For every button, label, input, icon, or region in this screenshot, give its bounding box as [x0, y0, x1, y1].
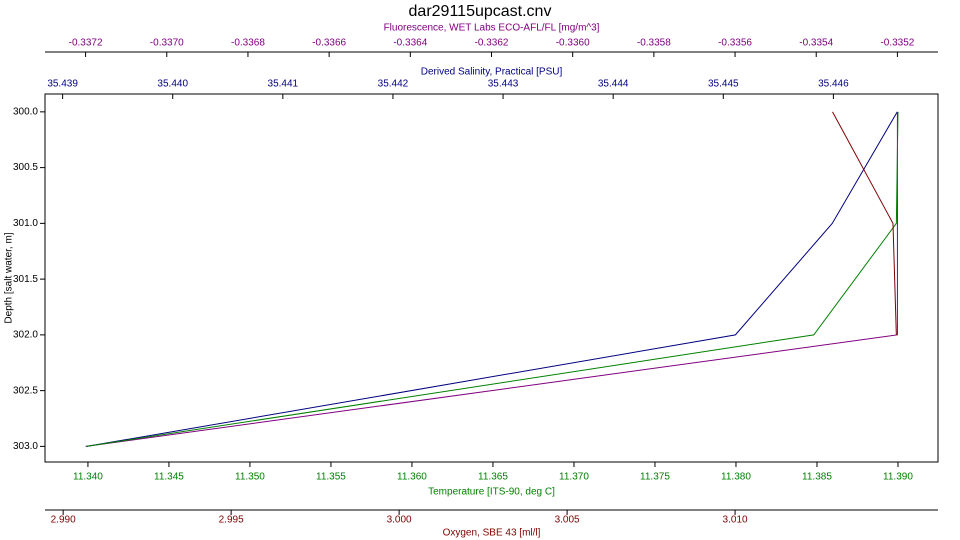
- plot-frame: [44, 93, 939, 463]
- series-line: [85, 111, 898, 447]
- y-tick-label: 302.0: [13, 330, 38, 341]
- x-tick-label: 2.995: [219, 515, 244, 526]
- x-tick-label: -0.3356: [718, 38, 752, 49]
- x-tick-label: -0.3352: [880, 38, 914, 49]
- x-tick-label: 2.990: [51, 515, 76, 526]
- x-tick-label: 3.000: [387, 515, 412, 526]
- x-tick-label: 35.446: [818, 79, 849, 90]
- y-tick-label: 302.5: [13, 385, 38, 396]
- x-tick-label: 35.440: [157, 79, 188, 90]
- x-tick-label: 11.385: [802, 472, 832, 483]
- x-tick-label: 11.340: [73, 472, 103, 483]
- x-tick-label: -0.3360: [556, 38, 590, 49]
- x-tick-label: 11.350: [235, 472, 265, 483]
- x-tick-label: 35.439: [47, 79, 78, 90]
- x-tick-label: 35.442: [378, 79, 409, 90]
- x-tick-label: 11.360: [397, 472, 427, 483]
- x-tick-label: -0.3364: [393, 38, 427, 49]
- x-tick-label: -0.3354: [799, 38, 833, 49]
- x-tick-label: -0.3358: [637, 38, 671, 49]
- x-tick-label: 11.365: [478, 472, 508, 483]
- y-tick-label: 300.5: [13, 162, 38, 173]
- y-tick-label: 300.0: [13, 106, 38, 117]
- x-axis-title: Fluorescence, WET Labs ECO-AFL/FL [mg/m^…: [384, 23, 600, 34]
- x-axis-title: Temperature [ITS-90, deg C]: [428, 487, 555, 498]
- x-tick-label: 3.010: [723, 515, 748, 526]
- x-tick-label: 35.445: [708, 79, 739, 90]
- x-tick-label: 11.345: [154, 472, 184, 483]
- x-tick-label: 11.375: [640, 472, 670, 483]
- x-tick-label: -0.3362: [475, 38, 509, 49]
- x-tick-label: -0.3370: [150, 38, 184, 49]
- x-tick-label: 11.380: [721, 472, 751, 483]
- series-line: [86, 111, 898, 447]
- x-axis-title: Derived Salinity, Practical [PSU]: [421, 67, 563, 78]
- x-tick-label: 35.443: [488, 79, 519, 90]
- x-tick-label: 11.370: [559, 472, 589, 483]
- y-tick-label: 303.0: [13, 441, 38, 452]
- x-tick-label: 11.355: [316, 472, 346, 483]
- x-tick-label: 11.390: [883, 472, 913, 483]
- series-line: [86, 111, 899, 447]
- y-tick-label: 301.5: [13, 274, 38, 285]
- x-axis-title: Oxygen, SBE 43 [ml/l]: [443, 528, 541, 539]
- x-tick-label: 35.444: [598, 79, 629, 90]
- x-tick-label: -0.3366: [312, 38, 346, 49]
- series-line: [832, 111, 897, 335]
- x-tick-label: 3.005: [555, 515, 580, 526]
- x-tick-label: -0.3368: [231, 38, 265, 49]
- chart-title: dar29115upcast.cnv: [409, 3, 552, 20]
- y-tick-label: 301.0: [13, 218, 38, 229]
- y-axis-title: Depth [salt water, m]: [4, 232, 15, 323]
- x-tick-label: 35.441: [268, 79, 299, 90]
- x-tick-label: -0.3372: [69, 38, 103, 49]
